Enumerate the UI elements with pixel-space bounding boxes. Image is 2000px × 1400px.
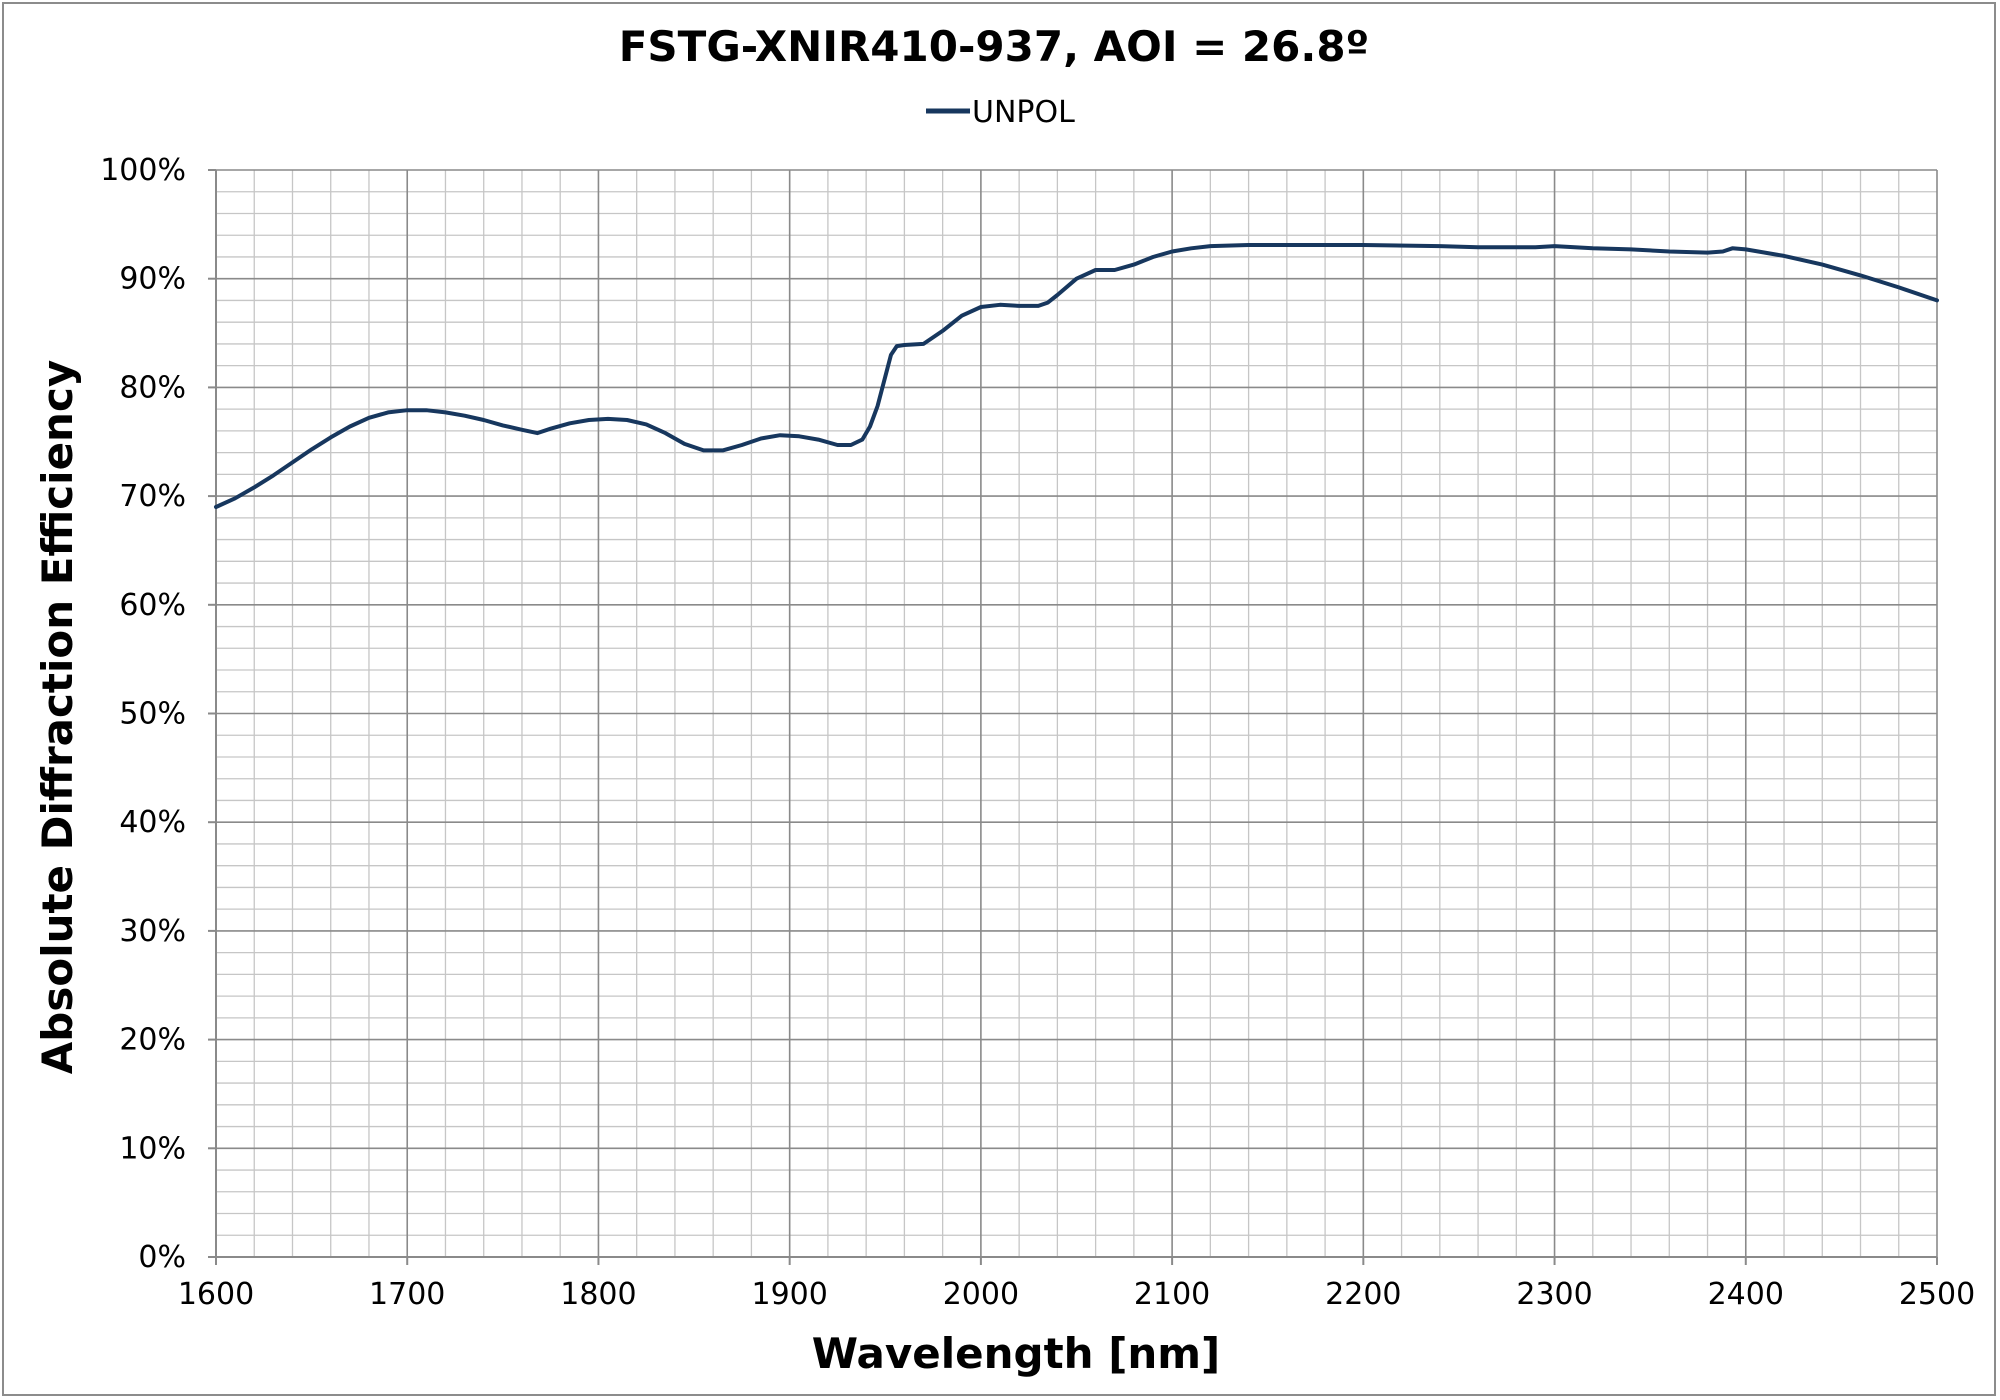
- y-axis-title: Absolute Diffraction Efficiency: [33, 360, 82, 1074]
- y-tick-label: 0%: [138, 1240, 186, 1275]
- y-tick-label: 50%: [119, 697, 186, 732]
- y-tick-label: 60%: [119, 588, 186, 623]
- x-axis-title: Wavelength [nm]: [812, 1329, 1221, 1378]
- x-tick-label: 2000: [943, 1277, 1019, 1312]
- y-tick-label: 20%: [119, 1023, 186, 1058]
- x-tick-label: 2200: [1325, 1277, 1401, 1312]
- y-tick-label: 90%: [119, 262, 186, 297]
- y-tick-label: 100%: [100, 153, 186, 188]
- x-tick-label: 2100: [1134, 1277, 1210, 1312]
- major-gridlines: [216, 169, 1937, 1257]
- legend: UNPOL: [926, 95, 1075, 130]
- x-tick-label: 2300: [1516, 1277, 1592, 1312]
- y-tick-label: 10%: [119, 1131, 186, 1166]
- x-tick-label: 1600: [178, 1277, 254, 1312]
- x-tick-label: 1800: [560, 1277, 636, 1312]
- chart-title: FSTG-XNIR410-937, AOI = 26.8º: [619, 22, 1370, 71]
- series-layer: [214, 243, 1939, 509]
- series-line-unpol: [214, 243, 1939, 509]
- y-tick-labels: 0% 10% 20% 30% 40% 50% 60% 70% 80% 90% 100%: [100, 153, 216, 1275]
- y-tick-label: 30%: [119, 914, 186, 949]
- legend-label-unpol: UNPOL: [972, 95, 1075, 130]
- x-tick-label: 1700: [369, 1277, 445, 1312]
- x-tick-labels: 1600 1700 1800 1900 2000 2100 2200 2300 2400 2500: [178, 1257, 1975, 1312]
- x-tick-label: 2500: [1899, 1277, 1975, 1312]
- y-tick-label: 80%: [119, 370, 186, 405]
- y-tick-label: 70%: [119, 479, 186, 514]
- x-tick-label: 2400: [1708, 1277, 1784, 1312]
- y-tick-label: 40%: [119, 805, 186, 840]
- chart-canvas: FSTG-XNIR410-937, AOI = 26.8º UNPOL 0% 10…: [33, 22, 1975, 1378]
- x-tick-label: 1900: [751, 1277, 827, 1312]
